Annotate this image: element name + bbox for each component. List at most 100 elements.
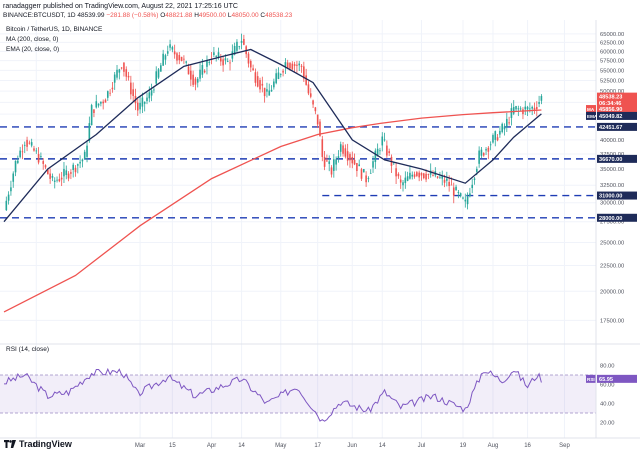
candle-body: [409, 172, 411, 179]
candle-body: [443, 179, 446, 183]
candle-body: [88, 123, 91, 142]
high-label: H: [194, 12, 199, 19]
chart-title: Bitcoin / TetherUS, 1D, BINANCE: [6, 26, 103, 33]
candle-body: [233, 46, 236, 55]
candle-body: [471, 184, 474, 189]
time-axis[interactable]: 15 Mar 15 Apr 14 May 17 Jun 14 Jul 19 Aug 16 Sep: [33, 443, 571, 449]
rsi-tick-label: 20.00: [600, 421, 615, 427]
grid: [0, 20, 596, 438]
level-tag-label: 36670.00: [599, 157, 622, 163]
candle-body: [397, 173, 400, 177]
candle-body: [517, 108, 520, 110]
candle-body: [21, 151, 24, 153]
candle-body: [369, 172, 372, 174]
candle-body: [224, 58, 227, 61]
candle-body: [47, 169, 49, 175]
candle-body: [5, 200, 8, 211]
candle-body: [190, 70, 192, 80]
candle-body: [286, 62, 289, 69]
candle-body: [30, 142, 33, 146]
candle-body: [372, 161, 374, 168]
candle-body: [143, 101, 146, 104]
price-tick-label: 35000.00: [600, 167, 624, 173]
indicator-name-label: EMA: [587, 114, 598, 119]
candle-body: [106, 91, 109, 98]
candle-body: [476, 168, 478, 172]
rsi-tick-label: 40.00: [600, 402, 615, 408]
candle-body: [139, 102, 141, 110]
brand-name: TradingView: [19, 439, 72, 449]
candle-body: [351, 156, 354, 164]
price-tick-label: 30000.00: [600, 201, 624, 207]
rsi-name-tag: [586, 374, 596, 383]
candle-body: [104, 99, 107, 103]
time-tick-label: 16: [524, 443, 531, 449]
candle-body: [330, 167, 333, 175]
candle-body: [298, 63, 301, 66]
candle-body: [480, 149, 483, 156]
time-tick-label: May: [275, 443, 286, 449]
candle-body: [222, 59, 224, 66]
candle-body: [185, 61, 188, 63]
candle-body: [402, 182, 404, 186]
candle-body: [252, 68, 254, 71]
candle-body: [203, 70, 206, 73]
time-tick-label: Apr: [207, 443, 216, 449]
candle-body: [40, 156, 42, 157]
close-label: C: [260, 12, 266, 19]
candle-body: [153, 89, 155, 91]
candle-body: [485, 149, 487, 151]
candle-body: [23, 144, 26, 146]
candle-body: [166, 51, 169, 54]
footer[interactable]: TradingView: [4, 439, 72, 449]
candle-body: [70, 172, 72, 174]
candle-body: [187, 66, 190, 75]
candle-body: [192, 74, 194, 85]
candle-body: [12, 173, 15, 182]
candle-body: [473, 178, 476, 180]
candle-body: [111, 87, 114, 90]
candle-body: [374, 150, 377, 163]
candle-body: [533, 107, 536, 110]
open-label: O: [160, 12, 166, 19]
level-tag-label: 28000.00: [599, 216, 622, 222]
rsi-value-label: 65.95: [599, 377, 613, 383]
price-tick-label: 57500.00: [600, 59, 624, 65]
candle-body: [37, 154, 40, 163]
time-tick-label: 15: [169, 443, 176, 449]
price-axis[interactable]: 65000.00 62500.00 60000.00 57500.00 55000.00…: [600, 32, 624, 325]
candle-body: [459, 193, 462, 196]
candle-body: [160, 65, 162, 72]
candle-body: [505, 118, 508, 127]
candle-body: [173, 51, 176, 55]
time-tick-label: Jul: [418, 443, 426, 449]
candle-body: [63, 168, 65, 177]
candle-body: [120, 67, 123, 69]
candle-body: [492, 135, 494, 143]
candle-body: [275, 73, 277, 84]
ma200-line: [3, 109, 542, 313]
candle-body: [342, 145, 344, 154]
candle-body: [289, 63, 291, 69]
last-price-tag: [597, 92, 637, 107]
candle-body: [58, 179, 61, 182]
candle-body: [150, 90, 153, 96]
candle-body: [109, 92, 111, 94]
candle-body: [335, 159, 337, 165]
candle-body: [97, 103, 100, 106]
horizontal-levels: [0, 126, 596, 219]
rsi-band: [0, 375, 596, 413]
last-price: 48539.99: [77, 12, 105, 19]
candle-body: [452, 187, 455, 196]
candle-body: [404, 177, 407, 184]
candle-body: [213, 52, 215, 56]
header-line: ranadaggerr published on TradingView.com…: [3, 3, 238, 10]
price-tick-label: 60000.00: [600, 49, 624, 55]
countdown-label: 06:34:46: [599, 101, 621, 107]
candle-body: [17, 160, 19, 163]
candle-body: [512, 107, 515, 114]
candle-body: [510, 108, 513, 119]
price-tick-label: 20000.00: [600, 289, 624, 295]
candle-body: [356, 163, 358, 171]
